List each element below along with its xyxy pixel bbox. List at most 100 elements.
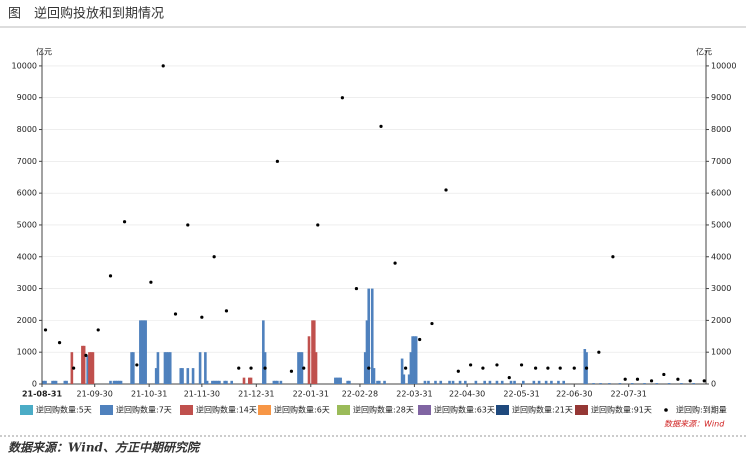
- bar: [130, 352, 133, 384]
- dot: [507, 376, 511, 380]
- x-tick-label: 21-11-30: [184, 390, 220, 399]
- bar: [63, 380, 67, 384]
- dot: [611, 255, 615, 259]
- bar: [249, 377, 253, 384]
- y-tick-label: 7000: [17, 157, 37, 166]
- bar: [179, 368, 183, 384]
- bar: [298, 352, 302, 384]
- bar: [448, 380, 451, 384]
- bar: [274, 380, 277, 384]
- dot: [122, 220, 127, 224]
- dot: [597, 350, 601, 354]
- bar: [474, 380, 478, 384]
- legend-label: 逆回购数量:21天: [512, 405, 573, 415]
- y-tick-label: 6000: [17, 189, 37, 198]
- dot: [456, 369, 460, 373]
- dot: [186, 223, 190, 227]
- bar: [279, 380, 283, 384]
- bar: [513, 380, 516, 384]
- bar: [140, 320, 144, 384]
- dot: [57, 341, 62, 345]
- dot: [649, 379, 654, 383]
- chart-title: 图 逆回购投放和到期情况: [8, 6, 164, 22]
- bar: [214, 380, 218, 384]
- bar: [367, 288, 371, 384]
- bar: [592, 383, 595, 384]
- bar: [82, 345, 86, 384]
- dot: [43, 328, 48, 332]
- dot: [72, 366, 76, 370]
- bar: [132, 352, 135, 384]
- bar: [488, 380, 492, 384]
- dot: [662, 372, 666, 377]
- dot: [495, 363, 499, 367]
- dot: [404, 366, 408, 370]
- bar: [500, 380, 504, 384]
- bar: [400, 358, 404, 384]
- y2-unit: 亿元: [696, 47, 712, 57]
- bar: [205, 380, 209, 384]
- dot: [96, 328, 100, 332]
- dot: [558, 366, 562, 370]
- bar: [314, 352, 318, 384]
- bar: [211, 380, 214, 384]
- dot: [302, 366, 306, 370]
- bar: [276, 380, 279, 384]
- dot: [444, 188, 448, 192]
- dot: [275, 159, 279, 163]
- dot: [237, 366, 241, 370]
- bar: [44, 380, 47, 384]
- bar: [692, 383, 696, 384]
- bar: [451, 380, 455, 384]
- bar: [144, 320, 147, 384]
- y-tick-label: 0: [32, 380, 37, 389]
- bar: [218, 380, 221, 384]
- bar: [181, 368, 184, 384]
- bar: [370, 288, 374, 384]
- bar: [168, 352, 172, 384]
- bar: [247, 377, 251, 384]
- bar: [216, 380, 219, 384]
- bar: [191, 368, 195, 384]
- bar: [86, 355, 89, 384]
- bar: [300, 352, 304, 384]
- bar: [335, 377, 339, 384]
- dot: [212, 255, 216, 259]
- bar: [363, 352, 367, 384]
- bar: [81, 345, 84, 384]
- bar: [376, 380, 379, 384]
- legend-label: 逆回购数量:63天: [434, 405, 495, 415]
- dot: [200, 315, 204, 319]
- bar: [262, 320, 265, 384]
- dot: [224, 309, 229, 313]
- bar: [346, 380, 349, 384]
- bar: [223, 380, 226, 384]
- bar: [643, 383, 646, 384]
- legend-swatch: [337, 405, 350, 415]
- bar: [562, 380, 566, 384]
- bar: [307, 336, 311, 384]
- bar: [165, 352, 169, 384]
- y2-tick-label: 0: [711, 380, 716, 389]
- bar: [139, 320, 142, 384]
- bar: [413, 336, 416, 384]
- legend-label: 逆回购数量:6天: [274, 405, 330, 415]
- bar: [544, 380, 548, 384]
- bar: [89, 352, 93, 384]
- bar: [91, 352, 95, 384]
- bar: [142, 320, 146, 384]
- dot: [161, 64, 165, 68]
- footer: 数据来源：Wind、方正中期研究院: [8, 441, 201, 455]
- dot: [469, 363, 473, 367]
- y-tick-label: 5000: [17, 220, 37, 229]
- y-tick-label: 4000: [17, 252, 37, 261]
- bar: [312, 320, 316, 384]
- bar: [339, 377, 342, 384]
- y2-tick-label: 1000: [711, 348, 731, 357]
- bar: [377, 380, 381, 384]
- x-tick-label: 22-07-31: [611, 390, 647, 399]
- dot: [702, 379, 706, 383]
- bar: [411, 336, 414, 384]
- legend-label: 逆回购数量:7天: [116, 405, 172, 415]
